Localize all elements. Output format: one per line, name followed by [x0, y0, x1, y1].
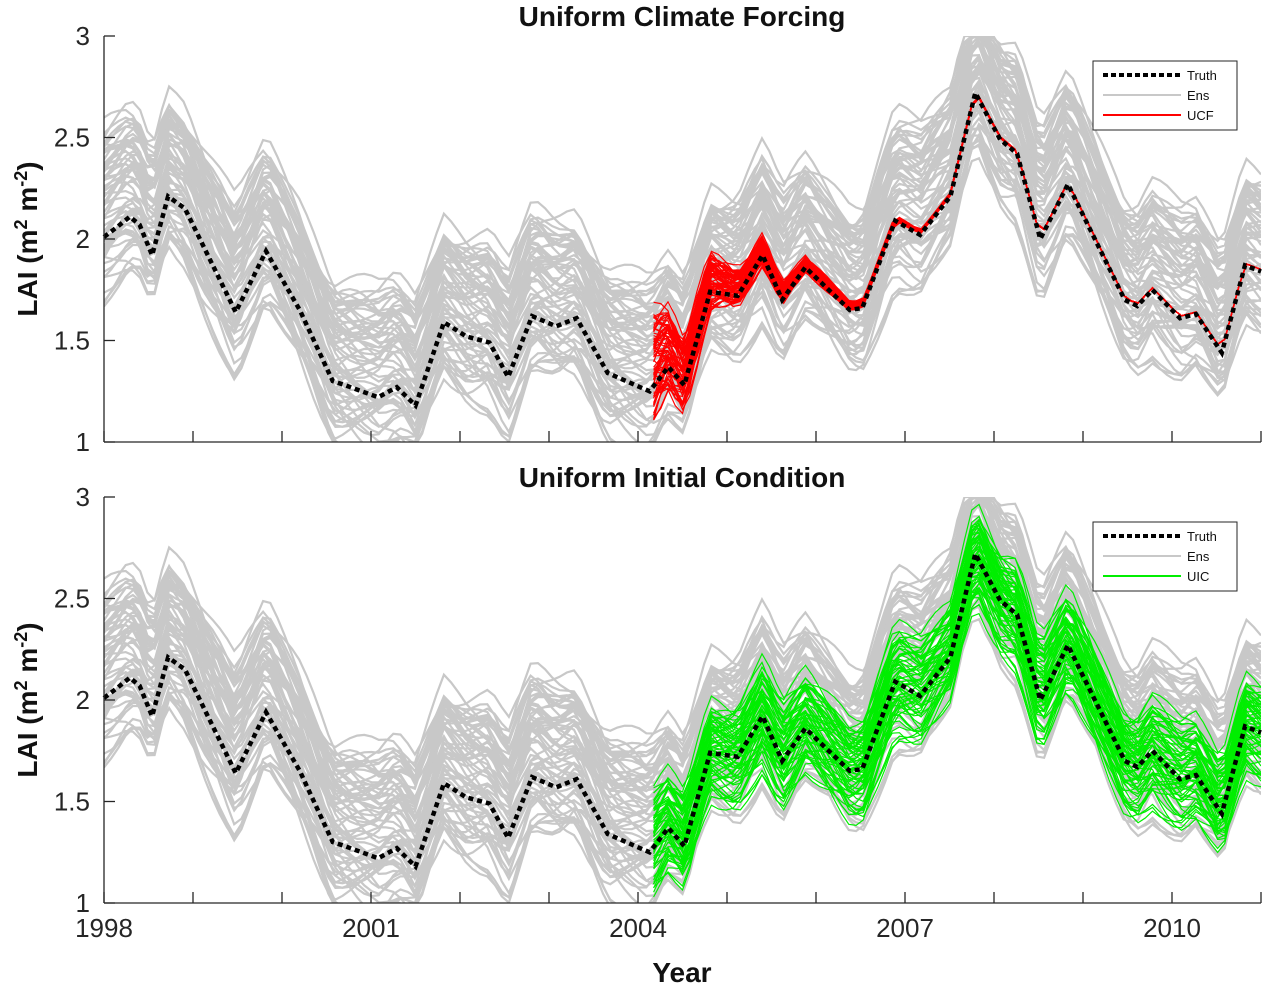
y-tick-labels: 1 1.5 2 2.5 3: [54, 482, 90, 918]
ensemble-member-line: [104, 497, 1261, 772]
y-tick-label: 3: [76, 482, 90, 512]
x-tick-label: 2001: [342, 913, 400, 943]
legend-label: UIC: [1187, 569, 1209, 584]
x-axis-label: Year: [652, 957, 711, 986]
ensemble-member-line: [104, 138, 1261, 442]
ensemble-member-line: [104, 53, 1261, 380]
y-tick-labels: 1 1.5 2 2.5 3: [54, 21, 90, 457]
uic-lines: [653, 503, 1261, 898]
x-tick-label: 2004: [609, 913, 667, 943]
y-tick-label: 2.5: [54, 584, 90, 614]
y-tick-label: 1: [76, 427, 90, 457]
uic-member-line: [653, 586, 1261, 893]
y-tick-label: 2: [76, 685, 90, 715]
panel-title: Uniform Climate Forcing: [519, 1, 846, 32]
y-axis-label: LAI (m2 m-2): [11, 622, 43, 777]
axes: [103, 496, 1262, 904]
legend-label: UCF: [1187, 108, 1214, 123]
y-tick-label: 1.5: [54, 326, 90, 356]
y-axis-label: LAI (m2 m-2): [11, 161, 43, 316]
truth-series-line: [102, 547, 1262, 871]
y-tick-label: 2: [76, 224, 90, 254]
ensemble-member-line: [104, 36, 1261, 340]
legend-label: Truth: [1187, 529, 1217, 544]
panel-uniform-initial-condition: Uniform Initial Condition 1 1.5 2 2.5 3 1998…: [11, 462, 1262, 986]
ensemble-member-line: [104, 59, 1261, 345]
axes: [103, 35, 1262, 443]
legend-label: Truth: [1187, 68, 1217, 83]
x-tick-label: 2010: [1143, 913, 1201, 943]
ensemble-member-line: [104, 497, 1261, 782]
uic-member-line: [653, 523, 1261, 835]
legend-label: Ens: [1187, 549, 1210, 564]
ensemble-member-line: [104, 36, 1261, 308]
uic-member-line: [653, 566, 1261, 898]
panel-uniform-climate-forcing: Uniform Climate Forcing 1 1.5 2 2.5 3 LAI (m…: [11, 1, 1262, 457]
truth-series-line: [102, 86, 1262, 410]
ensemble-member-line: [104, 497, 1261, 801]
y-tick-label: 1: [76, 888, 90, 918]
x-tick-label: 1998: [75, 913, 133, 943]
uic-member-line: [653, 542, 1261, 837]
legend: Truth Ens UCF: [1092, 60, 1238, 131]
panel-title: Uniform Initial Condition: [519, 462, 846, 493]
truth-line: [102, 547, 1262, 871]
ensemble-member-line: [104, 520, 1261, 806]
y-tick-label: 1.5: [54, 787, 90, 817]
ensemble-member-line: [104, 497, 1261, 769]
uic-member-line: [653, 603, 1261, 863]
ensemble-member-line: [104, 514, 1261, 841]
uic-member-line: [653, 560, 1261, 831]
uic-member-line: [653, 537, 1261, 810]
x-tick-label: 2007: [876, 913, 934, 943]
truth-line: [102, 86, 1262, 410]
x-tick-labels: 1998 2001 2004 2007 2010: [75, 913, 1201, 943]
legend: Truth Ens UIC: [1092, 521, 1238, 592]
y-tick-label: 3: [76, 21, 90, 51]
legend-label: Ens: [1187, 88, 1210, 103]
uic-member-line: [653, 522, 1261, 821]
ensemble-member-line: [104, 36, 1261, 321]
ensemble-member-line: [104, 36, 1261, 311]
y-tick-label: 2.5: [54, 123, 90, 153]
